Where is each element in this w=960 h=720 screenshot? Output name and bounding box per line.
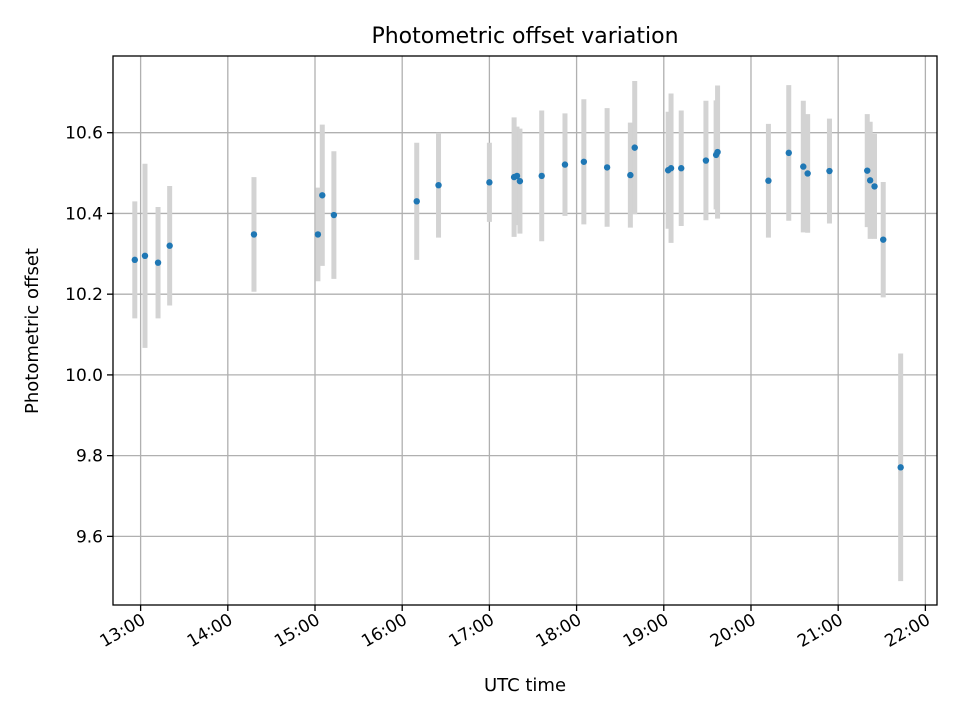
x-tick-label: 14:00: [184, 610, 236, 652]
data-point: [678, 165, 685, 172]
data-point: [866, 177, 874, 184]
x-tick-label: 16:00: [358, 610, 410, 652]
data-point: [826, 167, 833, 175]
data-points: [131, 144, 904, 471]
data-point: [250, 231, 258, 238]
data-point: [513, 172, 521, 180]
data-point: [154, 259, 162, 266]
data-point: [330, 211, 338, 219]
data-point: [131, 256, 138, 264]
x-axis-ticks: 13:00 14:00 15:00 16:00 17:00 18:00 19:00 20:00…: [97, 605, 934, 652]
data-point: [702, 157, 710, 164]
y-axis-label: Photometric offset: [22, 248, 43, 414]
plot-frame: [112, 55, 938, 606]
y-tick-label: 10.0: [65, 366, 103, 386]
data-point: [603, 164, 611, 171]
data-point: [580, 158, 588, 165]
data-point: [141, 252, 149, 260]
y-tick-label: 10.6: [65, 124, 103, 144]
data-point: [880, 236, 887, 243]
x-tick-label: 19:00: [620, 610, 672, 652]
data-point: [486, 179, 493, 186]
x-tick-label: 17:00: [445, 610, 497, 652]
x-tick-label: 21:00: [794, 610, 846, 652]
x-tick-label: 13:00: [97, 610, 149, 652]
data-point: [804, 170, 811, 177]
x-axis-label: UTC time: [484, 675, 566, 696]
data-point: [800, 163, 807, 170]
data-point: [897, 464, 904, 471]
data-point: [871, 183, 878, 190]
y-tick-label: 10.2: [65, 285, 103, 305]
data-point: [413, 198, 420, 205]
x-tick-label: 20:00: [707, 610, 759, 652]
error-bars: [132, 81, 904, 582]
data-point: [631, 144, 638, 151]
data-point: [714, 148, 721, 156]
y-tick-label: 10.4: [65, 204, 103, 224]
grid: [113, 56, 937, 605]
x-tick-label: 22:00: [881, 610, 933, 652]
data-point: [166, 242, 173, 249]
data-point: [435, 181, 442, 189]
x-tick-label: 15:00: [271, 610, 323, 652]
data-point: [319, 192, 326, 199]
data-point: [765, 177, 772, 184]
y-axis-ticks: 9.6 9.8 10.0 10.2 10.4 10.6: [65, 124, 113, 547]
chart-title: Photometric offset variation: [371, 24, 678, 49]
data-point: [561, 161, 569, 168]
x-tick-label: 18:00: [533, 610, 585, 652]
y-tick-label: 9.8: [76, 447, 103, 467]
data-point: [864, 167, 871, 174]
data-point: [314, 231, 322, 238]
data-point: [785, 149, 792, 157]
y-tick-label: 9.6: [76, 527, 103, 547]
data-point: [538, 172, 545, 180]
data-point: [627, 171, 634, 179]
data-point: [516, 177, 524, 185]
data-point: [667, 165, 675, 172]
